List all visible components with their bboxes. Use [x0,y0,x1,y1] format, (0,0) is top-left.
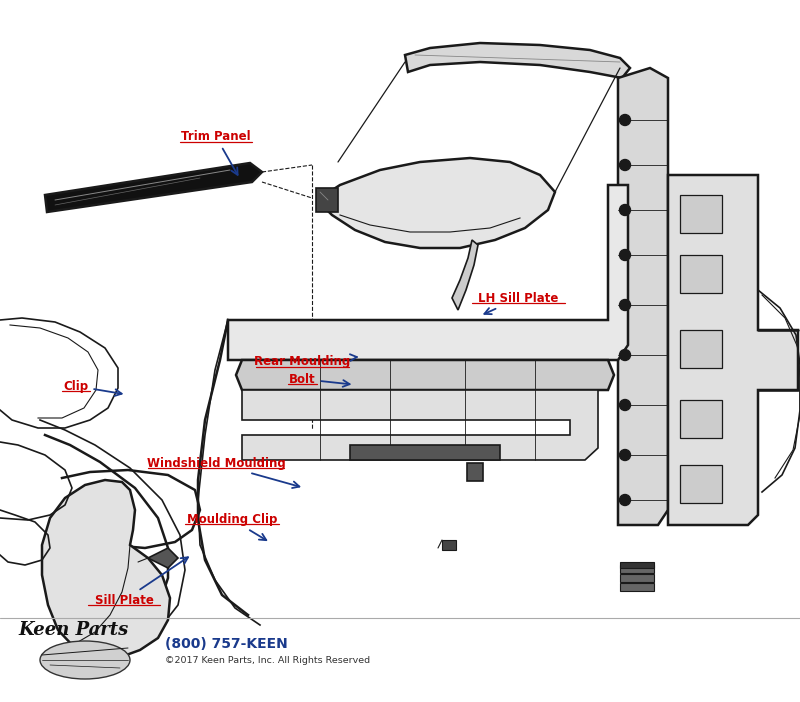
Bar [442,540,456,550]
Bar [316,188,338,212]
Polygon shape [620,562,654,568]
Bar [467,463,483,481]
Polygon shape [45,163,262,212]
Bar [680,400,722,438]
Text: Keen Parts: Keen Parts [18,621,128,639]
Ellipse shape [40,641,130,679]
Text: LH Sill Plate: LH Sill Plate [478,292,558,314]
Bar [680,465,722,503]
Circle shape [619,350,630,361]
Circle shape [619,449,630,461]
Polygon shape [228,185,628,360]
Polygon shape [42,480,170,658]
Text: (800) 757-KEEN: (800) 757-KEEN [165,637,288,651]
Circle shape [619,159,630,171]
Polygon shape [668,175,798,525]
Text: Windshield Moulding: Windshield Moulding [146,457,299,488]
Polygon shape [452,240,478,310]
Bar [680,330,722,368]
Circle shape [619,249,630,260]
Circle shape [619,494,630,505]
Text: ©2017 Keen Parts, Inc. All Rights Reserved: ©2017 Keen Parts, Inc. All Rights Reserv… [165,656,370,665]
Circle shape [619,300,630,310]
Circle shape [619,204,630,216]
Polygon shape [618,68,668,525]
Bar [620,574,654,582]
Polygon shape [242,390,598,460]
Bar [680,195,722,233]
Polygon shape [148,548,178,568]
Text: Moulding Clip: Moulding Clip [187,513,277,540]
Text: Bolt: Bolt [289,373,350,387]
Polygon shape [350,445,500,460]
Text: Sill Plate: Sill Plate [94,557,188,607]
Bar [620,565,654,573]
Bar [680,255,722,293]
Text: Rear Moulding: Rear Moulding [254,355,357,368]
Bar [620,583,654,591]
Polygon shape [320,158,555,248]
Text: Clip: Clip [63,380,122,396]
Circle shape [619,399,630,411]
Circle shape [619,114,630,126]
Text: Trim Panel: Trim Panel [181,131,251,175]
Polygon shape [236,360,614,390]
Polygon shape [405,43,630,78]
